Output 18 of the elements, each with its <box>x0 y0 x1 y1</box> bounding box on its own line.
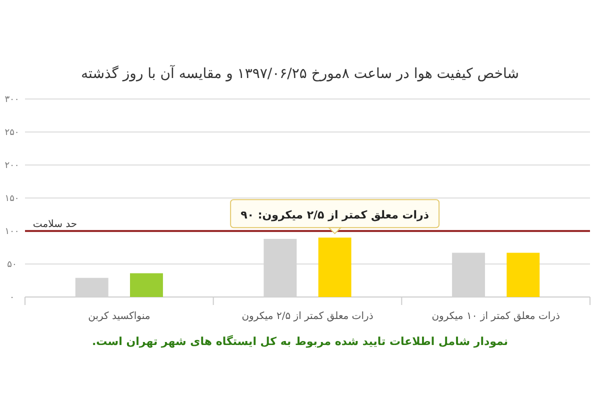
bar <box>318 238 352 297</box>
y-tick-label: ۱۰۰ <box>4 227 20 237</box>
y-tick-label: ۰ <box>10 293 14 303</box>
ref-line-label: حد سلامت <box>32 219 78 230</box>
chart-title: شاخص کیفیت هوا در ساعت ۸مورخ ۱۳۹۷/۰۶/۲۵ و مقایسه آن با روز گذشته <box>81 64 519 82</box>
x-tick-label: ذرات معلق کمتر از ۱۰ میکرون <box>432 311 560 322</box>
bar <box>506 252 540 297</box>
x-tick-label: منواکسید کربن <box>88 311 150 322</box>
y-tick-label: ۲۵۰ <box>4 128 20 138</box>
text: نمودار شامل اطلاعات تایید شده مربوط به کل ایستگاه های شهر تهران است. <box>92 335 508 348</box>
x-tick-label: ذرات معلق کمتر از ۲/۵ میکرون <box>242 311 374 322</box>
y-tick-label: ۳۰۰ <box>4 95 20 105</box>
annotation: ذرات معلق کمتر از ۲/۵ میکرون: ۹۰ <box>240 208 430 222</box>
tooltip: ذرات معلق کمتر از ۲/۵ میکرون: ۹۰ <box>230 199 440 234</box>
y-tick-label: ۱۵۰ <box>4 194 20 204</box>
y-tick-label: ۲۰۰ <box>4 161 20 171</box>
y-tick-label: ۵۰ <box>7 260 17 270</box>
bar <box>130 273 163 297</box>
